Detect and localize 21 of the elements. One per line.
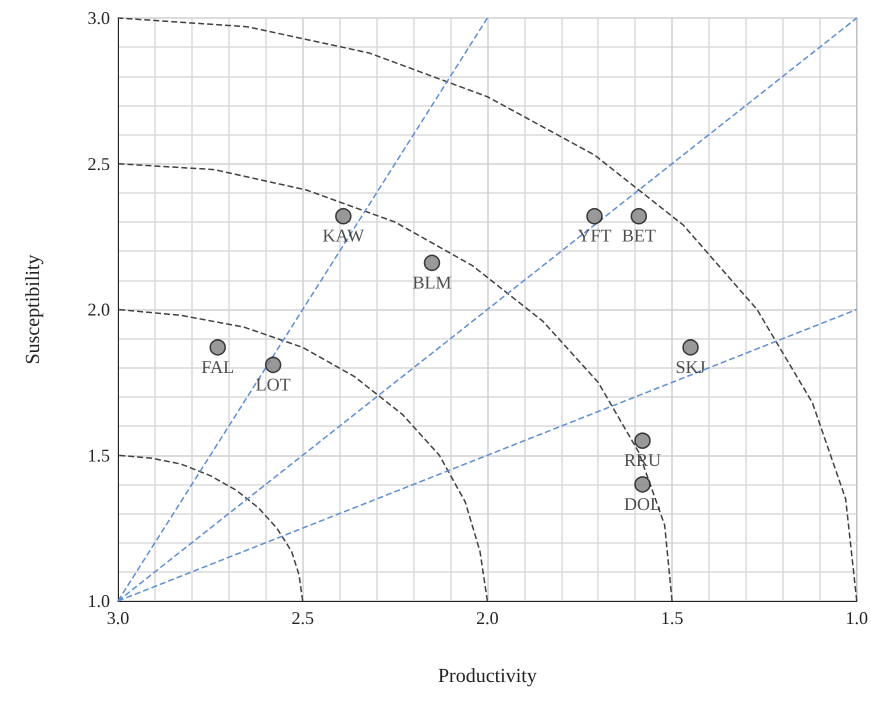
annotation: RRU: [624, 450, 662, 470]
annotation: YFT: [577, 226, 612, 246]
x-tick-label: 2.5: [291, 608, 314, 628]
annotation: BET: [622, 226, 656, 246]
annotation: SKJ: [676, 356, 706, 377]
x-tick-label: 1.5: [660, 608, 684, 628]
y-tick-label: 2.0: [88, 300, 110, 320]
y-tick-label: 2.5: [88, 154, 110, 174]
y-tick-label: 3.0: [88, 8, 110, 28]
annotation: KAW: [322, 226, 364, 246]
annotation: BLM: [412, 272, 452, 292]
y-tick-label: 1.0: [88, 591, 110, 611]
y-axis-title: Susceptibility: [22, 254, 44, 364]
x-axis-title: Productivity: [438, 665, 537, 687]
x-tick-label: 3.0: [106, 608, 130, 628]
annotation: DOL: [624, 494, 662, 514]
annotation: FAL: [201, 356, 234, 377]
x-tick-label: 1.0: [846, 608, 868, 628]
annotation: LOT: [256, 374, 291, 394]
y-tick-label: 1.5: [88, 445, 110, 466]
x-tick-label: 2.0: [476, 608, 499, 628]
